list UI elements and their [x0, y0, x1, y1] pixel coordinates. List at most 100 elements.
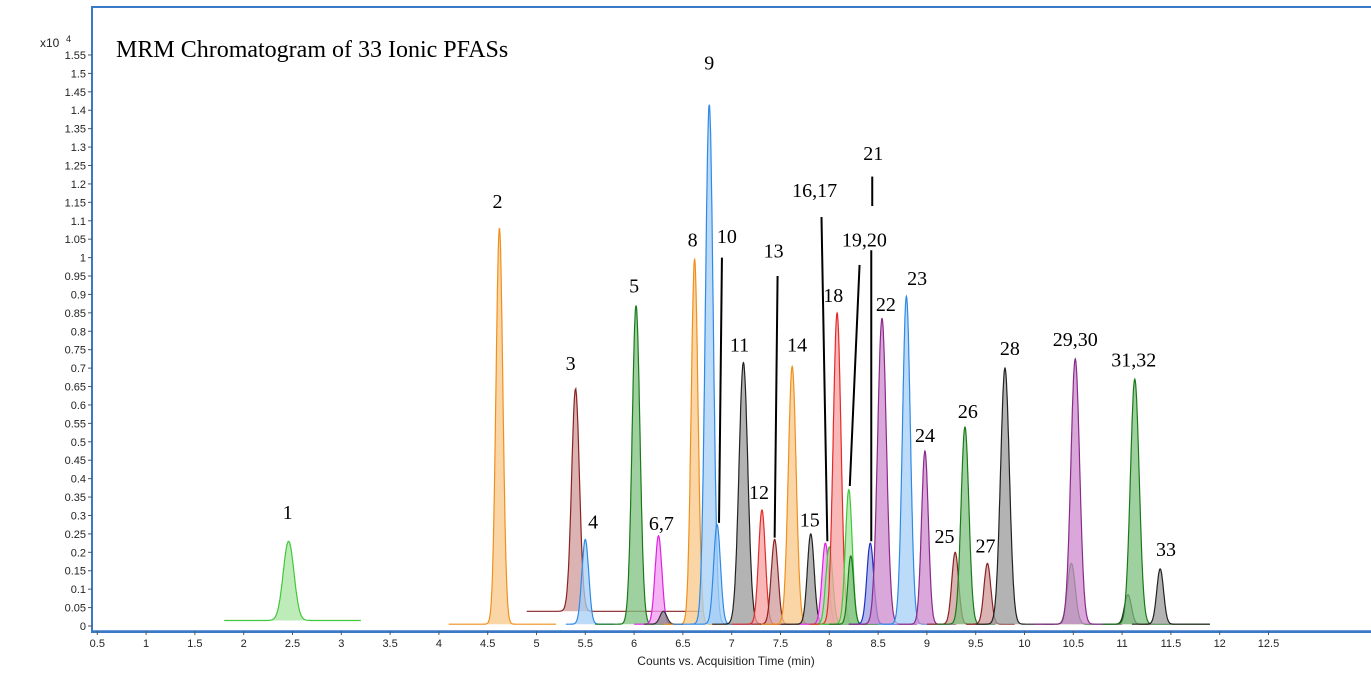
x-tick-label: 10.5 — [1063, 638, 1084, 650]
x-tick-label: 12 — [1214, 638, 1226, 650]
peak-area — [1034, 358, 1123, 625]
peak-area — [809, 312, 869, 625]
y-tick-label: 1.4 — [71, 105, 86, 117]
x-tick-label: 1.5 — [187, 638, 202, 650]
peak-area — [800, 543, 849, 625]
peaks-layer — [224, 104, 1210, 625]
peak-trace — [224, 540, 361, 622]
y-tick-label: 0.1 — [71, 584, 86, 596]
x-tick-label: 11 — [1116, 638, 1127, 650]
chart-title: MRM Chromatogram of 33 Ionic PFASs — [116, 37, 508, 63]
y-tick-label: 0.45 — [65, 455, 86, 467]
x-axis: 0.5 1 1.5 2 2.5 3 3.5 4 4.5 5 5.5 6 6.5 7 7.5 8 8.5 9 9.5 1… — [90, 630, 1371, 650]
peak-label: 11 — [730, 335, 749, 357]
y-axis: 0 0.05 0.1 0.15 0.2 0.25 0.3 0.35 0.4 0.45 0.5 0.55… — [65, 8, 93, 633]
y-tick-label: 1.55 — [65, 50, 86, 62]
peak-area — [761, 366, 820, 625]
peak-area — [692, 524, 752, 625]
x-tick-label: 7.5 — [773, 638, 788, 650]
x-tick-label: 3.5 — [382, 638, 397, 650]
leader-line — [848, 264, 861, 487]
peak-area — [936, 427, 996, 625]
x-tick-label: 4.5 — [480, 638, 495, 650]
leader-line — [773, 276, 779, 538]
y-tick-label: 1.05 — [65, 234, 86, 246]
peak-area — [780, 533, 840, 625]
x-tick-label: 8.5 — [870, 638, 885, 650]
peak-label: 27 — [975, 535, 995, 557]
peak-trace — [526, 386, 703, 612]
peak-label: 2 — [492, 191, 502, 213]
peak-area — [565, 539, 615, 625]
x-tick-label: 5.5 — [578, 638, 593, 650]
peak-label: 28 — [1000, 338, 1020, 360]
y-tick-label: 0.35 — [65, 492, 86, 504]
y-tick-label: 0.4 — [71, 474, 86, 486]
x-tick-label: 1 — [143, 638, 149, 650]
y-tick-label: 0.2 — [71, 547, 86, 559]
peak-label: 19,20 — [842, 230, 887, 252]
y-tick-label: 0.25 — [65, 529, 86, 541]
y-tick-label: 0 — [80, 621, 86, 633]
x-tick-label: 10 — [1018, 638, 1030, 650]
peak-label: 29,30 — [1053, 329, 1098, 351]
y-tick-label: 0.15 — [65, 566, 86, 578]
x-tick-label: 12.5 — [1258, 638, 1279, 650]
y-tick-label: 1.25 — [65, 161, 86, 173]
peak-label: 9 — [704, 53, 714, 75]
peak — [809, 311, 869, 625]
x-tick-label: 4 — [436, 638, 442, 650]
peak-label: 10 — [717, 226, 737, 248]
x-tick-label: 2 — [241, 638, 247, 650]
peak-label: 24 — [915, 425, 935, 447]
x-tick-label: 3 — [338, 638, 344, 650]
peak-area — [448, 228, 556, 625]
y-tick-label: 0.05 — [65, 603, 86, 615]
peak-label: 12 — [749, 482, 769, 504]
peak-label: 15 — [800, 510, 820, 532]
peak-label: 5 — [629, 276, 639, 298]
peak-area — [897, 451, 957, 625]
y-tick-label: 1.35 — [65, 124, 86, 136]
peak-label: 26 — [958, 401, 978, 423]
peak-area — [751, 539, 800, 625]
y-multiplier-base: x10 — [40, 36, 60, 50]
x-tick-label: 5 — [533, 638, 539, 650]
peak-label: 3 — [566, 353, 576, 375]
peak-area — [878, 296, 937, 625]
peak-label: 6,7 — [649, 513, 674, 535]
y-tick-label: 0.85 — [65, 308, 86, 320]
x-tick-label: 6.5 — [675, 638, 690, 650]
peak-label: 8 — [688, 230, 698, 252]
peak — [526, 386, 703, 612]
peak-area — [819, 489, 879, 625]
peak-label: 25 — [934, 526, 954, 548]
peak-trace — [1102, 377, 1210, 625]
peak-label: 33 — [1156, 539, 1176, 561]
peak-area — [731, 510, 791, 625]
peak-label: 1 — [283, 502, 293, 524]
peak-label: 18 — [823, 285, 843, 307]
leader-lines — [718, 176, 874, 542]
peak-label: 13 — [764, 241, 784, 263]
y-multiplier-label: x10 4 — [40, 34, 71, 50]
peak-label: 23 — [907, 268, 927, 290]
plot-frame — [91, 6, 1371, 633]
peak-area — [663, 259, 732, 625]
peak-area — [712, 362, 781, 625]
y-tick-label: 0.75 — [65, 345, 86, 357]
x-tick-label: 9.5 — [968, 638, 983, 650]
peak-area — [673, 104, 752, 625]
x-tick-label: 8 — [826, 638, 832, 650]
peak — [1102, 377, 1210, 625]
x-tick-label: 2.5 — [285, 638, 300, 650]
peak-trace — [448, 227, 556, 625]
peak-area — [643, 611, 683, 625]
peak-label: 14 — [787, 335, 807, 357]
peak-area — [595, 305, 683, 625]
peak-label: 31,32 — [1111, 349, 1156, 371]
peak-area — [634, 535, 683, 625]
y-tick-label: 0.95 — [65, 271, 86, 283]
